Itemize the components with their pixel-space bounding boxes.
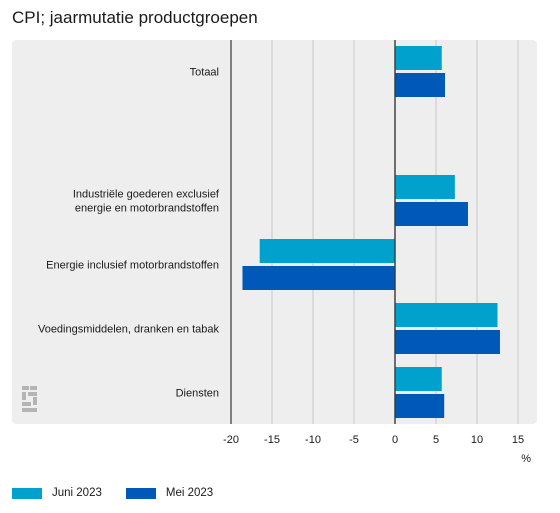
legend-item-juni: Juni 2023 [12, 487, 102, 499]
x-unit-label: % [521, 453, 531, 465]
x-tick-label: 5 [433, 434, 439, 446]
bar-juni [395, 367, 442, 391]
x-tick-label: -20 [223, 434, 239, 446]
bar-juni [395, 303, 498, 327]
x-tick-label: -10 [305, 434, 321, 446]
bar-mei [395, 202, 468, 226]
bars [242, 40, 500, 424]
category-label: energie en motorbrandstoffen [75, 203, 219, 215]
legend-swatch-juni [12, 487, 42, 499]
x-tick-label: 0 [392, 434, 398, 446]
category-label: Voedingsmiddelen, dranken en tabak [38, 324, 220, 336]
legend-swatch-mei [125, 487, 156, 499]
bar-mei [242, 266, 395, 290]
x-tick-label: 15 [512, 434, 524, 446]
bar-mei [395, 330, 500, 354]
plot-panel [12, 40, 537, 424]
bar-juni [259, 239, 395, 263]
chart-title: CPI; jaarmutatie productgroepen [12, 8, 258, 27]
bar-juni [395, 46, 442, 70]
cbs-logo-icon [22, 386, 37, 412]
category-label: Energie inclusief motorbrandstoffen [46, 260, 219, 272]
category-labels: Totaal Industriële goederen exclusief ener… [38, 67, 220, 400]
legend: Juni 2023 Mei 2023 [12, 487, 237, 499]
bar-mei [395, 73, 446, 97]
bar-mei [395, 394, 445, 418]
category-label: Industriële goederen exclusief [73, 189, 220, 201]
legend-item-mei: Mei 2023 [125, 487, 214, 499]
x-tick-label: 10 [471, 434, 483, 446]
category-label: Diensten [176, 388, 219, 400]
category-label: Totaal [190, 67, 219, 79]
x-tick-label: -5 [349, 434, 359, 446]
legend-label-juni: Juni 2023 [52, 487, 102, 499]
x-tick-labels: -20 -15 -10 -5 0 5 10 15 [223, 434, 524, 446]
bar-chart: Totaal Industriële goederen exclusief ener… [12, 40, 537, 465]
legend-label-mei: Mei 2023 [165, 487, 214, 499]
x-tick-label: -15 [264, 434, 280, 446]
bar-juni [395, 175, 455, 199]
